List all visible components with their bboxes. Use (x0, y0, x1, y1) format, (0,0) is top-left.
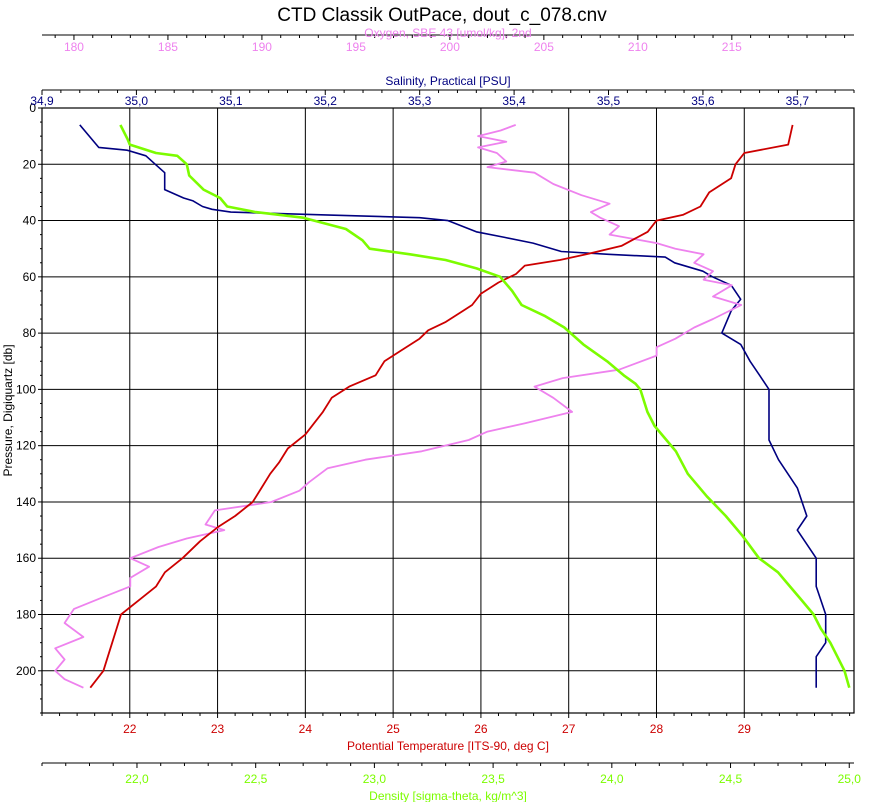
x-tick-label-oxygen: 180 (64, 40, 84, 54)
x-axis-label-temperature: Potential Temperature [ITS-90, deg C] (347, 739, 549, 753)
x-tick-label-density: 22,0 (125, 772, 149, 786)
x-tick-label-density: 25,0 (838, 772, 862, 786)
y-tick-label: 200 (16, 664, 36, 678)
x-tick-label-temperature: 26 (474, 722, 488, 736)
x-tick-label-temperature: 28 (650, 722, 664, 736)
y-axis-label: Pressure, Digiquartz [db] (1, 344, 15, 476)
y-tick-label: 100 (16, 382, 36, 396)
x-tick-label-density: 23,0 (363, 772, 387, 786)
x-tick-label-temperature: 24 (299, 722, 313, 736)
series-line-oxygen (54, 124, 743, 689)
x-axis-label-density: Density [sigma-theta, kg/m^3] (369, 789, 527, 802)
series-line-density (119, 124, 851, 689)
x-tick-label-salinity: 34,9 (30, 94, 54, 108)
series-layer (54, 124, 851, 689)
x-tick-label-salinity: 35,7 (786, 94, 810, 108)
x-tick-label-temperature: 22 (123, 722, 137, 736)
x-tick-label-oxygen: 200 (440, 40, 460, 54)
x-tick-label-density: 24,0 (600, 772, 624, 786)
x-tick-label-temperature: 27 (562, 722, 576, 736)
x-tick-label-salinity: 35,6 (691, 94, 715, 108)
y-tick-label: 60 (23, 270, 37, 284)
x-tick-label-salinity: 35,0 (125, 94, 149, 108)
chart-title: CTD Classik OutPace, dout_c_078.cnv (277, 5, 607, 26)
x-tick-label-salinity: 35,1 (219, 94, 243, 108)
x-tick-label-salinity: 35,2 (314, 94, 338, 108)
x-axis-label-salinity: Salinity, Practical [PSU] (385, 74, 510, 88)
y-tick-label: 40 (23, 214, 37, 228)
x-tick-label-density: 23,5 (481, 772, 505, 786)
y-tick-label: 20 (23, 157, 37, 171)
x-tick-label-oxygen: 195 (346, 40, 366, 54)
x-tick-label-oxygen: 205 (534, 40, 554, 54)
plot-frame (41, 107, 855, 714)
x-tick-label-temperature: 25 (386, 722, 400, 736)
x-tick-label-salinity: 35,3 (408, 94, 432, 108)
x-axis-label-oxygen: Oxygen, SBE 43 [umol/kg], 2nd (364, 26, 531, 40)
series-line-salinity (79, 124, 827, 688)
series-line-temperature (89, 124, 794, 689)
y-tick-label: 180 (16, 608, 36, 622)
x-tick-label-oxygen: 185 (158, 40, 178, 54)
y-tick-label: 160 (16, 551, 36, 565)
y-tick-label: 140 (16, 495, 36, 509)
x-tick-label-salinity: 35,4 (502, 94, 526, 108)
x-tick-label-density: 22,5 (244, 772, 268, 786)
x-tick-label-oxygen: 215 (722, 40, 742, 54)
x-tick-label-temperature: 23 (211, 722, 225, 736)
x-tick-label-temperature: 29 (738, 722, 752, 736)
y-tick-label: 80 (23, 326, 37, 340)
y-tick-label: 0 (29, 101, 36, 115)
x-tick-label-oxygen: 210 (628, 40, 648, 54)
axes-layer: 0 20 40 60 80 100 120 140 160 180 200 Pressure, Dig… (1, 26, 861, 802)
x-tick-label-density: 24,5 (719, 772, 743, 786)
y-tick-label: 120 (16, 439, 36, 453)
x-tick-label-oxygen: 190 (252, 40, 272, 54)
grid (42, 108, 854, 713)
x-tick-label-salinity: 35,5 (597, 94, 621, 108)
